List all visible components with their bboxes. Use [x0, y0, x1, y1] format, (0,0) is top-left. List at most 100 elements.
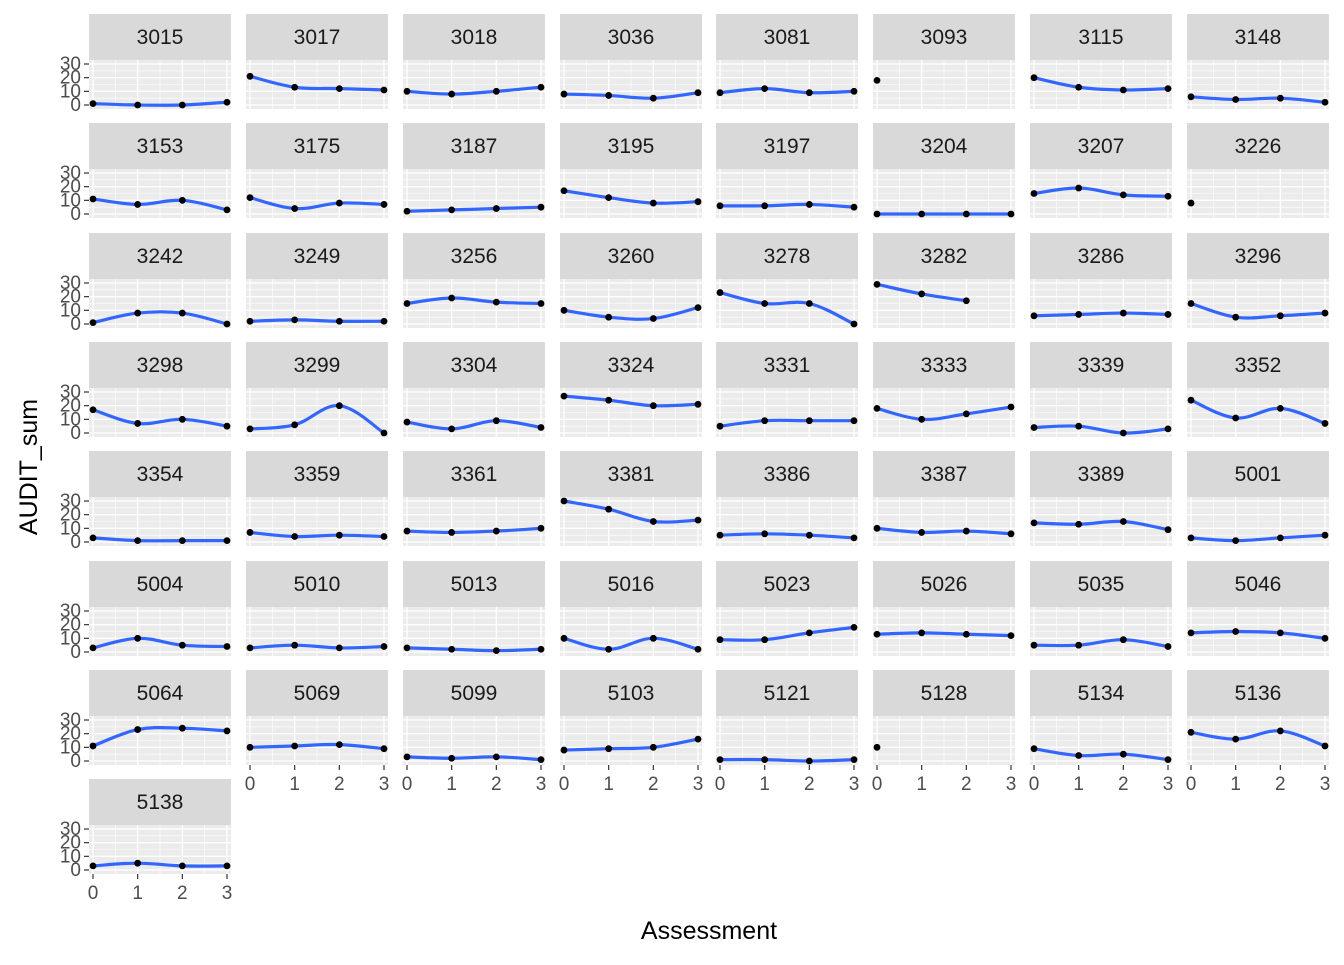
data-point: [403, 644, 411, 652]
facet-strip-label: 5010: [294, 573, 341, 596]
data-point: [918, 290, 926, 298]
facet-strip-label: 3333: [921, 354, 968, 377]
y-tick-label: 20: [60, 833, 81, 854]
facet-strip: [1187, 123, 1329, 169]
data-point: [918, 415, 926, 423]
data-point: [223, 862, 231, 870]
data-point: [134, 859, 142, 867]
data-point: [246, 317, 254, 325]
facet-strip-label: 5016: [608, 573, 655, 596]
series-line: [719, 87, 855, 95]
facet-strip: [1187, 561, 1329, 607]
data-point: [560, 746, 568, 754]
series-line: [563, 91, 699, 100]
data-point: [1187, 300, 1195, 307]
data-point: [403, 87, 411, 95]
facet-strip-label: 3324: [608, 354, 655, 377]
facet-strip: [403, 233, 545, 279]
facet-panel-3260: 3260: [560, 233, 702, 328]
data-point: [850, 87, 858, 95]
data-point: [918, 629, 926, 637]
data-point: [1030, 190, 1038, 197]
y-tick-label: 30: [60, 54, 81, 75]
data-point: [537, 756, 545, 764]
data-point: [605, 396, 613, 404]
facet-strip-label: 3256: [451, 245, 498, 268]
data-point: [805, 201, 813, 208]
series-line: [563, 189, 699, 205]
data-point: [448, 294, 456, 302]
data-point: [805, 629, 813, 637]
data-point: [761, 756, 769, 764]
series-line: [406, 755, 542, 762]
series-line: [249, 742, 385, 751]
y-tick-label: 10: [60, 518, 81, 539]
x-tick-label: 0: [1029, 774, 1040, 795]
facet-panel-3018: 3018: [403, 14, 545, 109]
series-line: [876, 631, 1012, 638]
x-tick-label: 2: [804, 774, 815, 795]
data-point: [223, 98, 231, 106]
data-point: [1321, 742, 1329, 750]
data-point: [962, 210, 970, 218]
facet-strip: [1030, 451, 1172, 497]
facet-panel-3207: 3207: [1030, 123, 1172, 218]
facet-panel-5136: 5136 0 1 2 3: [1186, 670, 1330, 795]
facet-strip: [873, 670, 1015, 716]
facet-panel-5010: 5010: [246, 561, 388, 656]
data-point: [223, 422, 231, 430]
facet-panel-3352: 3352: [1187, 342, 1329, 437]
facet-strip-label: 5004: [137, 573, 184, 596]
facet-strip-label: 3249: [294, 245, 341, 268]
series-line: [1033, 186, 1169, 198]
data-point: [89, 195, 97, 203]
data-point: [1276, 727, 1284, 735]
facet-panel-3115: 3115: [1030, 14, 1172, 109]
data-point: [850, 624, 858, 631]
data-point: [1321, 98, 1329, 106]
facet-panel-3389: 3389: [1030, 451, 1172, 546]
y-tick-label: 10: [60, 628, 81, 649]
data-point: [335, 402, 343, 410]
data-point: [560, 187, 568, 195]
data-point: [335, 741, 343, 748]
facet-strip: [716, 342, 858, 388]
series-line: [1190, 729, 1326, 748]
x-tick-label: 1: [916, 774, 927, 795]
facet-strip: [403, 123, 545, 169]
y-tick-label: 30: [60, 273, 81, 294]
facet-strip-label: 5023: [764, 573, 811, 596]
data-point: [850, 417, 858, 425]
data-point: [1232, 628, 1240, 635]
data-point: [1075, 520, 1083, 528]
data-point: [716, 89, 724, 97]
facet-strip: [246, 233, 388, 279]
facet-strip-label: 3015: [137, 26, 184, 49]
x-tick-label: 2: [334, 774, 345, 795]
data-point: [1276, 629, 1284, 637]
facet-panel-5026: 5026: [873, 561, 1015, 656]
facet-strip-label: 5001: [1235, 463, 1282, 486]
data-point: [492, 298, 500, 306]
data-point: [1187, 396, 1195, 404]
y-axis-title: AUDIT_sum: [15, 399, 43, 535]
data-point: [380, 745, 388, 753]
y-tick-label: 10: [60, 846, 81, 867]
data-point: [492, 87, 500, 95]
data-point: [537, 83, 545, 91]
data-point: [694, 198, 702, 206]
series-line: [719, 757, 855, 763]
facet-strip-label: 3017: [294, 26, 341, 49]
data-point: [716, 289, 724, 296]
facet-panel-3282: 3282: [873, 233, 1015, 328]
facet-strip: [560, 670, 702, 716]
series-line: [406, 646, 542, 653]
data-point: [649, 402, 657, 410]
data-point: [335, 644, 343, 652]
facet-panel-3359: 3359: [246, 451, 388, 546]
facet-strip-label: 3296: [1235, 245, 1282, 268]
